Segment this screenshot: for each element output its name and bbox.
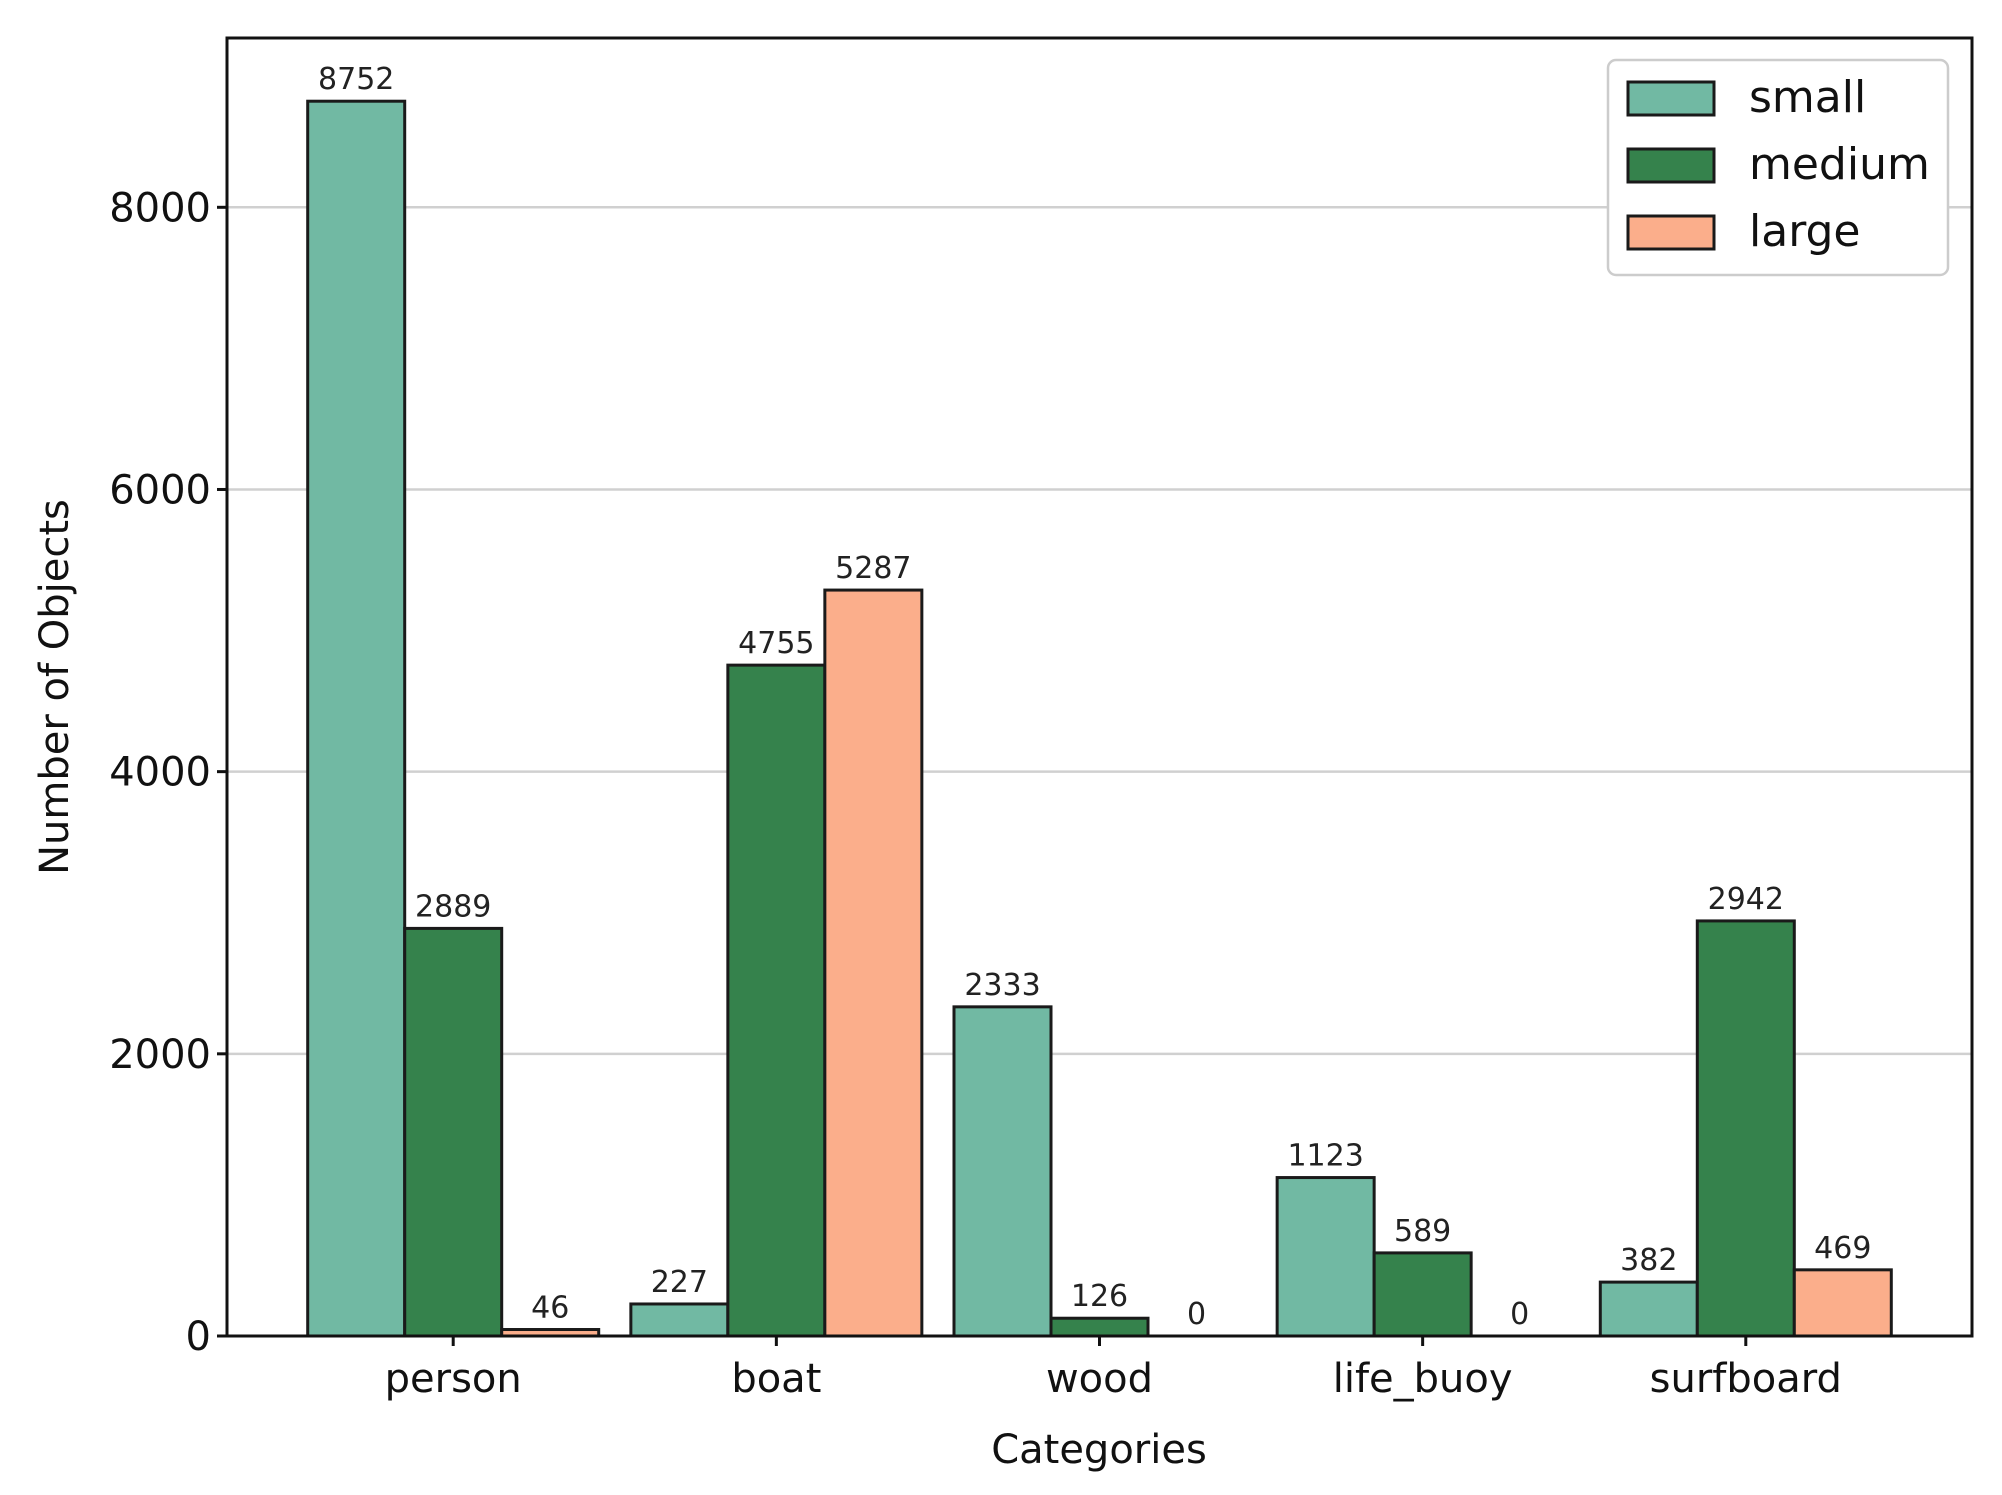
data-label: 4755 [738,626,814,661]
x-axis-ticks: person boat wood life_buoy surfboard [385,1336,1842,1402]
y-tick-label: 0 [186,1314,211,1360]
legend-swatch-small [1626,80,1716,117]
data-label: 126 [1071,1279,1128,1314]
y-axis-ticks: 0 2000 4000 6000 8000 [109,185,227,1360]
data-label: 469 [1814,1231,1871,1266]
x-tick-label: person [385,1356,522,1402]
x-tick-label: surfboard [1650,1356,1842,1402]
data-label: 589 [1394,1214,1451,1249]
bar-medium-wood [1049,1316,1150,1338]
bar-small-surfboard [1598,1280,1699,1338]
data-label: 5287 [835,551,911,586]
bars [306,99,1893,1338]
data-label: 1123 [1287,1139,1363,1174]
data-label: 2333 [964,968,1040,1003]
bar-medium-person [403,926,504,1338]
legend-swatch-medium [1626,147,1716,184]
bar-large-boat [823,588,924,1338]
y-axis-title: Number of Objects [32,499,78,875]
bar-large-surfboard [1792,1268,1893,1338]
y-tick-label: 8000 [109,185,211,231]
bar-small-wood [952,1005,1053,1338]
legend-label-small: small [1749,72,1866,123]
gridlines [227,206,1972,1056]
y-tick-label: 2000 [109,1032,211,1078]
data-label: 0 [1187,1297,1206,1332]
data-label: 8752 [318,62,394,97]
legend-label-large: large [1749,206,1861,257]
bar-medium-life_buoy [1372,1251,1473,1338]
legend: small medium large [1606,58,1950,277]
legend-swatch-large [1626,214,1716,251]
data-label: 2942 [1708,882,1784,917]
y-tick-label: 6000 [109,467,211,513]
bar-small-life_buoy [1275,1176,1376,1338]
x-axis-title: Categories [991,1427,1207,1473]
x-tick-label: wood [1046,1356,1153,1402]
x-tick-label: boat [731,1356,821,1402]
y-tick-label: 4000 [109,750,211,796]
legend-label-medium: medium [1749,139,1930,190]
data-labels: 8752 2889 46 227 4755 5287 2333 126 0 1123 589 0 382… [318,62,1871,1332]
x-tick-label: life_buoy [1333,1356,1513,1402]
bar-medium-boat [726,663,827,1338]
bar-small-person [306,99,407,1338]
bar-medium-surfboard [1695,919,1796,1338]
data-label: 227 [651,1265,708,1300]
data-label: 46 [531,1291,569,1326]
bar-small-boat [629,1302,730,1338]
data-label: 0 [1510,1297,1529,1332]
data-label: 2889 [415,889,491,924]
data-label: 382 [1620,1243,1677,1278]
